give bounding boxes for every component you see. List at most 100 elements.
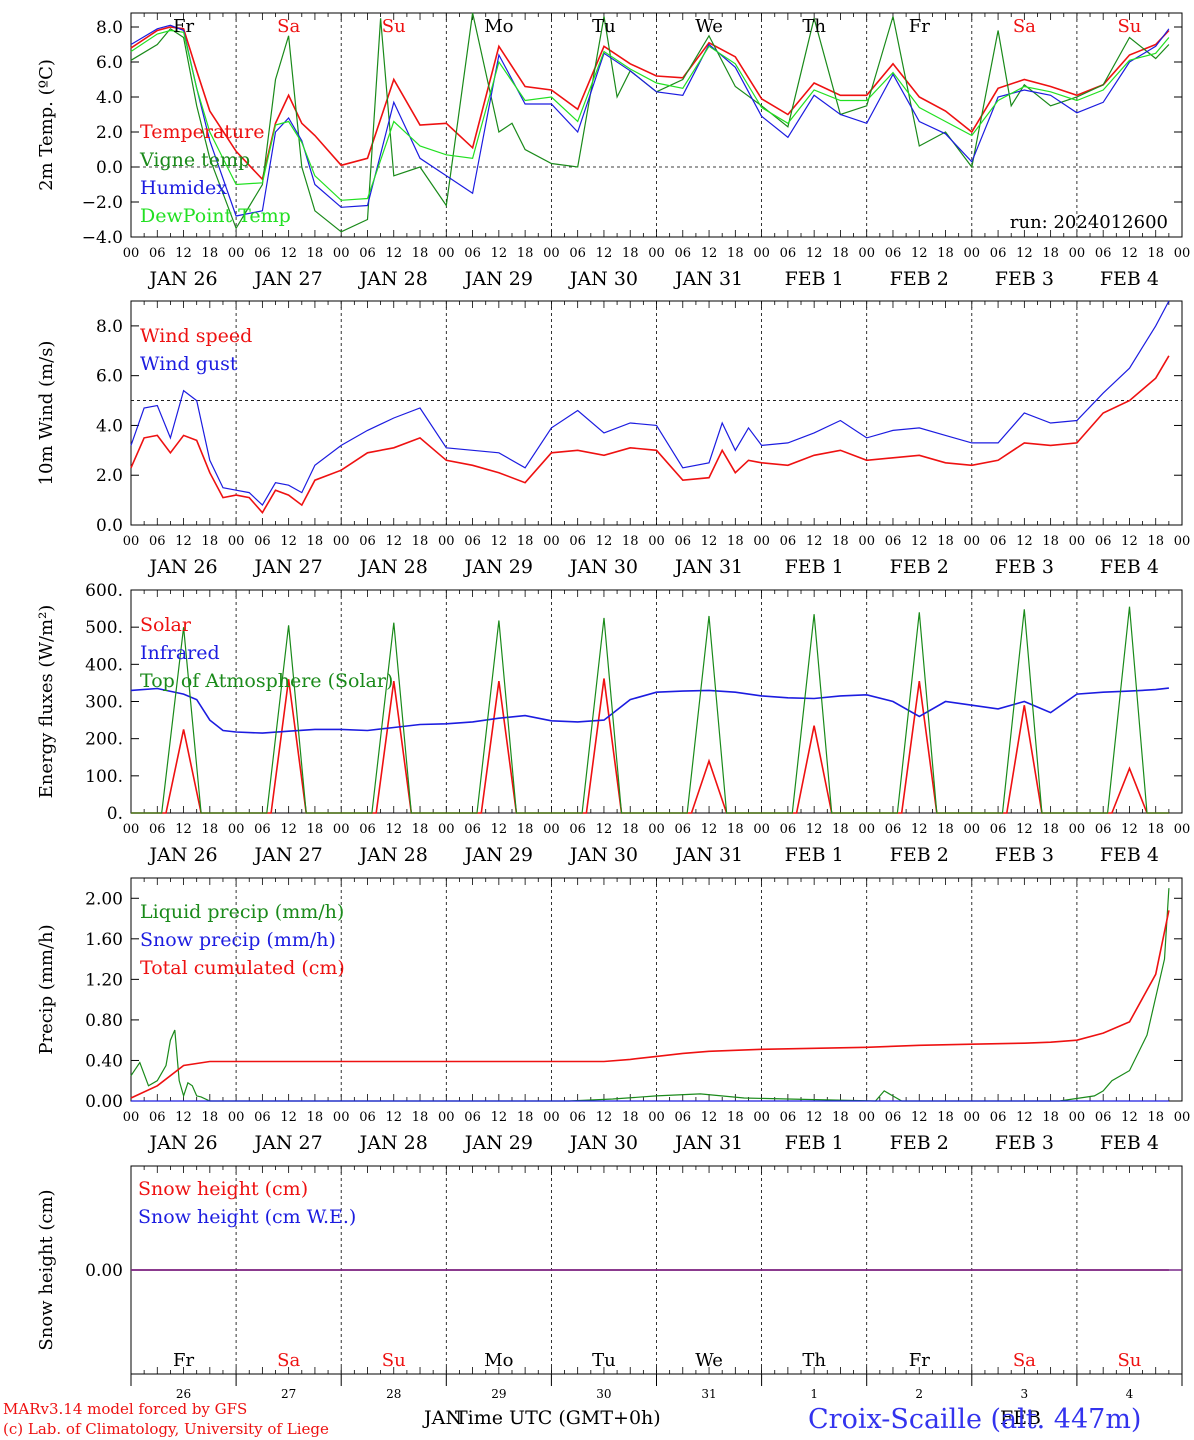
date-label: FEB 2 [890,1132,949,1154]
legend-entry: Wind gust [140,353,238,375]
weekday-label: We [695,1350,723,1371]
legend-entry: Humidex [140,177,227,199]
hour-tick-label: 00 [1174,822,1191,837]
hour-tick-label: 12 [1016,822,1033,837]
hour-tick-label: 18 [937,822,954,837]
hour-tick-label: 06 [149,1110,166,1125]
hour-tick-label: 00 [1069,246,1086,261]
weekday-label: Su [382,1350,406,1371]
hour-tick-label: 06 [675,246,692,261]
hour-tick-label: 18 [412,534,429,549]
hour-tick-label: 12 [596,822,613,837]
date-label: JAN 29 [463,1132,533,1154]
hour-tick-label: 18 [517,534,534,549]
time-axis-label: Time UTC (GMT+0h) [455,1407,661,1429]
y-tick-label: 8.0 [96,317,123,337]
date-label: FEB 3 [995,268,1054,290]
footer: MARv3.14 model forced by GFS (c) Lab. of… [3,1400,1141,1438]
hour-tick-label: 18 [307,1110,324,1125]
legend-entry: Snow precip (mm/h) [140,929,336,951]
hour-tick-label: 00 [228,534,245,549]
weekday-label: Fr [173,1350,194,1371]
weekday-label: Mo [484,16,513,37]
hour-tick-label: 06 [675,534,692,549]
hour-tick-label: 06 [569,822,586,837]
hour-tick-label: 18 [1042,246,1059,261]
credit-line-2: (c) Lab. of Climatology, University of L… [3,1420,329,1438]
y-tick-label: 500. [85,618,123,638]
legend-entry: Infrared [140,642,220,664]
hour-tick-label: 18 [622,246,639,261]
series-liquid-precip-mm-h [130,888,1170,1102]
hour-tick-label: 18 [832,822,849,837]
hour-tick-label: 00 [648,1110,665,1125]
hour-tick-label: 12 [491,822,508,837]
hour-tick-label: 00 [228,822,245,837]
hour-tick-label: 00 [964,822,981,837]
hour-tick-label: 00 [648,822,665,837]
hour-tick-label: 18 [727,1110,744,1125]
y-tick-label: 0.0 [96,158,123,178]
day-number-label: 4 [1126,1387,1134,1401]
legend-entry: Snow height (cm) [138,1178,308,1200]
date-label: FEB 3 [995,556,1054,578]
hour-tick-label: 00 [1174,1110,1191,1125]
run-annotation: run: 2024012600 [1010,212,1168,233]
hour-tick-label: 12 [806,822,823,837]
hour-tick-label: 18 [1042,822,1059,837]
hour-tick-label: 00 [753,534,770,549]
hour-tick-label: 00 [123,822,140,837]
hour-tick-label: 12 [911,534,928,549]
date-label: FEB 2 [890,556,949,578]
hour-tick-label: 06 [780,246,797,261]
series-solar [131,678,1169,814]
date-label: JAN 26 [147,268,217,290]
chart-panel-5: 0.00 Snow height (cm) Snow height (cm) Snow… [36,1165,1183,1401]
hour-tick-label: 12 [175,1110,192,1125]
hour-tick-label: 06 [254,246,271,261]
hour-tick-label: 06 [569,534,586,549]
hour-tick-label: 12 [1016,246,1033,261]
chart-panel-2: 0.0 2.0 4.0 6.0 8.0 10m Wind (m/s) Wind speed W… [36,300,1190,578]
legend-entry: Top of Atmosphere (Solar) [140,670,393,692]
y-tick-label: 0.40 [85,1051,123,1071]
hour-tick-label: 06 [675,1110,692,1125]
date-label: JAN 28 [358,844,428,866]
chart-panel-4: 0.00 0.40 0.80 1.20 1.60 2.00 Precip (mm/h) Liq… [36,877,1191,1154]
hour-tick-label: 12 [175,246,192,261]
hour-tick-label: 00 [543,534,560,549]
month-label-left: JAN [422,1407,462,1429]
legend-entry: Solar [140,614,192,636]
weekday-label: Tu [592,16,616,37]
hour-tick-label: 00 [753,822,770,837]
day-number-label: 28 [386,1387,401,1401]
day-number-label: 31 [701,1387,716,1401]
y-tick-label: 100. [85,767,123,787]
date-label: JAN 27 [253,268,323,290]
hour-tick-label: 12 [596,1110,613,1125]
series-humidex [130,24,1170,217]
date-label: JAN 30 [568,1132,638,1154]
hour-tick-label: 06 [885,1110,902,1125]
hour-tick-label: 06 [569,1110,586,1125]
hour-tick-label: 00 [123,1110,140,1125]
hour-tick-label: 00 [333,534,350,549]
hour-tick-label: 18 [622,822,639,837]
hour-tick-label: 12 [491,534,508,549]
hour-tick-label: 12 [175,822,192,837]
hour-tick-label: 00 [1069,822,1086,837]
hour-tick-label: 06 [990,1110,1007,1125]
y-tick-label: 4.0 [96,88,123,108]
hour-tick-label: 18 [727,534,744,549]
hour-tick-label: 00 [858,822,875,837]
hour-tick-label: 18 [307,246,324,261]
date-label: FEB 4 [1100,556,1159,578]
hour-tick-label: 18 [412,1110,429,1125]
hour-tick-label: 00 [123,246,140,261]
month-label-right: FEB [1000,1407,1041,1429]
hour-tick-label: 18 [832,1110,849,1125]
hour-tick-label: 12 [1016,534,1033,549]
y-axis-label: 2m Temp. (ºC) [36,59,57,191]
weekday-label: Th [802,16,826,37]
hour-tick-label: 12 [280,822,297,837]
